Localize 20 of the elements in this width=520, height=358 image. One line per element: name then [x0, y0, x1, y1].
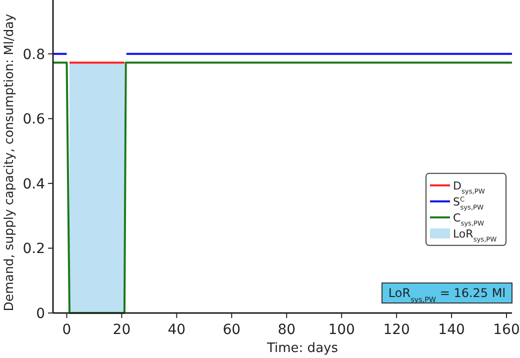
x-tick-label: 160 — [493, 322, 520, 338]
y-tick-label: 0.8 — [22, 46, 45, 63]
x-tick-label: 60 — [222, 322, 241, 338]
y-tick-label: 0.6 — [22, 112, 46, 128]
legend-label: C$_{sys,PW}$ — [453, 211, 485, 228]
x-tick-label: 80 — [278, 322, 296, 338]
annotation: LoR$_{sys,PW}$ = 16.25 Ml — [388, 286, 506, 304]
y-tick-label: 0.4 — [22, 176, 46, 192]
x-axis-title: Time: days — [266, 341, 338, 356]
x-tick-label: 140 — [438, 322, 465, 338]
x-tick-label: 0 — [62, 322, 72, 338]
y-tick-label: 0.2 — [22, 241, 45, 258]
legend-label: LoR$_{sys,PW}$ — [453, 227, 498, 244]
x-tick-label: 120 — [383, 322, 410, 338]
x-tick-label: 20 — [112, 322, 131, 338]
y-tick-label: 0 — [36, 306, 45, 322]
legend-label: D$_{sys,PW}$ — [453, 179, 486, 196]
x-tick-label: 100 — [328, 322, 355, 338]
x-tick-label: 40 — [168, 322, 186, 338]
y-axis-title: Demand, supply capacity, consumption: Ml/day — [1, 13, 16, 312]
